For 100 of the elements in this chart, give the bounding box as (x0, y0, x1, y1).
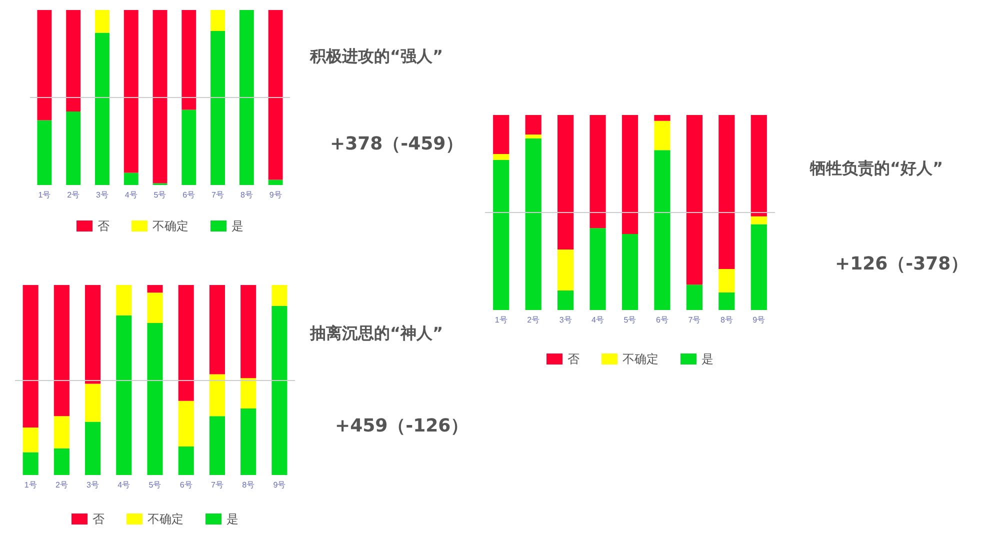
bar (37, 120, 52, 185)
bar (54, 416, 70, 448)
bar (686, 284, 702, 310)
bar (493, 154, 510, 160)
bar (718, 269, 735, 292)
x-tick-label: 4号 (124, 190, 138, 200)
text: 积极进攻的“强人” (309, 46, 444, 66)
bar (22, 452, 38, 475)
bar (525, 138, 542, 310)
bar (210, 10, 225, 31)
bar (590, 115, 606, 228)
x-tick-label: 8号 (240, 190, 253, 200)
x-tick-label: 5号 (154, 190, 166, 200)
bar (54, 448, 70, 475)
legend-label: 不确定 (152, 219, 188, 233)
bar (209, 374, 225, 416)
text: +126（-378） (835, 254, 969, 274)
bar (558, 115, 574, 250)
legend-label: 是 (226, 512, 238, 526)
legend-label: 否 (98, 219, 110, 233)
x-tick-label: 7号 (210, 480, 224, 490)
bar (654, 150, 670, 310)
x-tick-label: 8号 (720, 316, 733, 324)
x-tick-label: 7号 (212, 190, 224, 200)
bar (22, 285, 38, 428)
bar (66, 10, 81, 112)
x-tick-label: 6号 (656, 316, 668, 324)
bar (268, 10, 283, 180)
bar (718, 292, 735, 310)
bar (750, 216, 767, 224)
text: 牺牲负责的“好人” (809, 158, 944, 178)
bar (654, 115, 670, 121)
bar (493, 160, 510, 310)
bar (654, 120, 670, 150)
bar (622, 234, 638, 310)
text: 抽离沉思的“神人” (309, 324, 444, 342)
x-tick-label: 5号 (624, 316, 636, 324)
x-tick-label: 1号 (38, 190, 51, 200)
bar (558, 250, 574, 290)
bar (37, 10, 52, 120)
x-tick-label: 1号 (24, 480, 37, 490)
legend-label: 不确定 (622, 352, 658, 366)
bar (178, 285, 194, 401)
x-tick-label: 3号 (559, 316, 572, 324)
bar (66, 112, 81, 185)
bar (85, 422, 101, 475)
x-tick-label: 4号 (118, 480, 130, 490)
x-tick-label: 2号 (527, 316, 540, 324)
bar (147, 285, 163, 293)
bar (95, 32, 110, 185)
x-tick-label: 9号 (273, 480, 286, 490)
bar (178, 446, 194, 475)
x-tick-label: 5号 (148, 480, 162, 490)
text: +378（-459） (330, 134, 464, 154)
x-tick-label: 8号 (242, 480, 255, 490)
bar (240, 285, 256, 378)
legend-label: 是 (702, 352, 714, 366)
bar (622, 115, 638, 234)
bar (209, 416, 225, 475)
x-tick-label: 3号 (86, 480, 100, 490)
bar (116, 285, 132, 316)
x-tick-label: 9号 (269, 190, 282, 200)
x-tick-label: 6号 (182, 190, 196, 200)
x-tick-label: 2号 (55, 480, 68, 490)
x-tick-label: 9号 (752, 316, 766, 324)
x-tick-label: 6号 (180, 480, 192, 490)
bar (209, 285, 225, 374)
bar (240, 378, 256, 408)
bar (147, 323, 163, 475)
bar (182, 110, 196, 185)
bar (182, 10, 196, 110)
bar (272, 306, 288, 475)
bar (750, 115, 767, 216)
legend-label: 否 (92, 512, 104, 526)
bar (147, 292, 163, 323)
bar (240, 408, 256, 475)
bar (558, 290, 574, 310)
bar (272, 285, 288, 306)
bar (493, 115, 510, 154)
bar (239, 10, 254, 185)
bar (750, 224, 767, 310)
bar (210, 31, 225, 185)
bar (590, 228, 606, 310)
legend-label: 是 (232, 219, 244, 233)
x-tick-label: 2号 (67, 190, 80, 200)
x-tick-label: 7号 (688, 316, 701, 324)
bar (116, 315, 132, 475)
bar (152, 10, 168, 184)
bar (95, 10, 110, 33)
legend-label: 不确定 (148, 512, 184, 526)
x-tick-label: 1号 (494, 316, 508, 324)
bar (686, 115, 702, 285)
bar (525, 115, 542, 134)
text: +459（-126） (335, 416, 469, 436)
x-tick-label: 3号 (96, 190, 108, 200)
bar (54, 285, 70, 416)
bar (268, 180, 283, 185)
bar (525, 134, 542, 138)
legend-label: 否 (568, 352, 580, 366)
x-tick-label: 4号 (592, 316, 604, 324)
